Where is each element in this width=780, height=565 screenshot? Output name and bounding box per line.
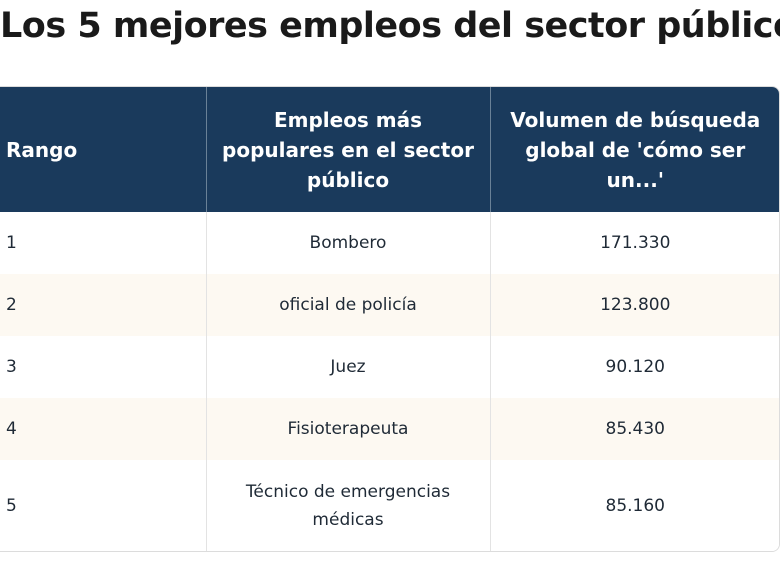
rank-cell: 1 [0, 212, 207, 274]
volume-cell: 171.330 [600, 233, 671, 253]
header-rank: Rango [0, 87, 207, 212]
page-title: Los 5 mejores empleos del sector público [0, 6, 780, 46]
rank-cell: 3 [0, 336, 207, 398]
job-cell: Técnico de emergencias médicas [206, 460, 491, 551]
volume-cell: 90.120 [605, 357, 665, 377]
header-volume: Volumen de búsqueda global de 'cómo ser … [490, 87, 779, 212]
job-cell: Juez [206, 336, 491, 398]
header-job: Empleos más populares en el sector públi… [206, 87, 491, 212]
volume-cell: 85.160 [605, 495, 665, 516]
table-row: 5 Técnico de emergencias médicas 85.160 [0, 460, 779, 551]
rank-cell: 4 [0, 398, 207, 460]
rank-cell: 2 [0, 274, 207, 336]
table-body: 1 Bombero 171.330 2 oficial de policía 1… [0, 212, 779, 551]
header-row: Rango Empleos más populares en el sector… [0, 87, 779, 212]
table-row: 2 oficial de policía 123.800 [0, 274, 779, 336]
table-row: 3 Juez 90.120 [0, 336, 779, 398]
jobs-table: Rango Empleos más populares en el sector… [0, 87, 779, 551]
table-row: 1 Bombero 171.330 [0, 212, 779, 274]
volume-cell: 85.430 [605, 419, 665, 439]
job-cell: Bombero [206, 212, 491, 274]
job-cell: Fisioterapeuta [206, 398, 491, 460]
job-cell: oficial de policía [206, 274, 491, 336]
volume-cell: 123.800 [600, 295, 671, 315]
rank-cell: 5 [0, 460, 207, 551]
table-header: Rango Empleos más populares en el sector… [0, 87, 779, 212]
table-row: 4 Fisioterapeuta 85.430 [0, 398, 779, 460]
jobs-table-container: Rango Empleos más populares en el sector… [0, 86, 780, 552]
